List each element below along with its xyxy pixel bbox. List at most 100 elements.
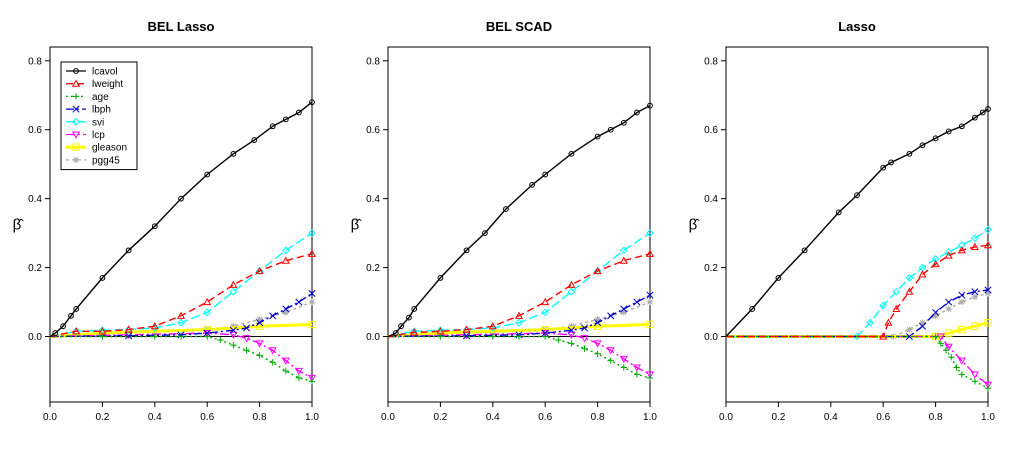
series-lbph bbox=[726, 286, 992, 341]
y-axis-label: β̂ bbox=[351, 217, 363, 234]
point-lweight-marker bbox=[879, 332, 888, 340]
point-lcavol-marker bbox=[945, 128, 952, 135]
point-svi-marker bbox=[905, 274, 914, 282]
y-tick-label: 0.0 bbox=[28, 332, 42, 343]
point-lcavol-marker bbox=[482, 230, 488, 237]
series-line-gleason bbox=[49, 323, 313, 338]
x-tick-label: 0.4 bbox=[148, 412, 162, 423]
point-svi-marker bbox=[541, 308, 550, 317]
point-lbph-marker bbox=[958, 291, 966, 299]
point-lweight-marker bbox=[567, 280, 576, 288]
point-lweight-marker bbox=[72, 327, 81, 335]
series-svi bbox=[387, 229, 654, 338]
point-age-marker bbox=[953, 364, 960, 371]
point-lbph-marker bbox=[295, 298, 303, 306]
point-lcavol-marker bbox=[151, 223, 158, 230]
point-pgg45-marker bbox=[256, 316, 263, 323]
series-lcavol bbox=[725, 106, 991, 337]
y-tick-label: 0.6 bbox=[366, 125, 380, 136]
point-age-marker bbox=[984, 385, 992, 392]
series-line-lcp bbox=[726, 335, 989, 386]
point-pgg45-marker bbox=[906, 326, 913, 333]
point-svi-marker bbox=[308, 229, 316, 238]
point-svi-marker bbox=[515, 318, 523, 327]
series-svi bbox=[49, 229, 316, 338]
point-gleason-marker bbox=[958, 325, 966, 334]
legend-marker-pgg45-marker bbox=[72, 156, 80, 164]
point-lbph-marker bbox=[308, 289, 316, 297]
point-age-marker bbox=[581, 345, 588, 352]
point-age-marker bbox=[230, 341, 237, 349]
y-axis-label: β̂ bbox=[689, 217, 701, 234]
series-line-lweight bbox=[387, 253, 651, 338]
series-line-age bbox=[388, 335, 651, 379]
point-gleason-marker bbox=[308, 320, 316, 329]
point-age-marker bbox=[269, 359, 276, 366]
series-line-svi bbox=[387, 232, 651, 338]
panel-3: Lasso β̂ 0.0 0.2 0.4 0.6 0.8 1.0 0.0 0.2 0.4 0.6 0.8 bbox=[689, 19, 996, 423]
series-age bbox=[50, 333, 316, 385]
plot-frame bbox=[49, 46, 313, 403]
point-lcavol-marker bbox=[979, 109, 986, 116]
y-tick-label: 0.2 bbox=[28, 263, 42, 274]
y-tick-label: 0.6 bbox=[28, 125, 42, 136]
series-lbph bbox=[49, 289, 316, 340]
point-lbph-marker bbox=[125, 332, 133, 340]
point-age-marker bbox=[958, 371, 965, 378]
point-lweight-marker bbox=[619, 256, 628, 264]
x-tick-label: 0.8 bbox=[929, 412, 943, 423]
point-lcavol-marker bbox=[542, 171, 549, 178]
point-lweight-marker bbox=[150, 321, 159, 330]
point-lcavol-marker bbox=[68, 312, 74, 319]
point-lcp-marker bbox=[944, 343, 953, 352]
point-lbph-marker bbox=[256, 319, 264, 327]
point-age-marker bbox=[568, 340, 575, 347]
point-lweight-marker bbox=[436, 327, 445, 335]
point-svi-marker bbox=[853, 332, 861, 341]
point-age-marker bbox=[607, 357, 614, 364]
point-svi-marker bbox=[931, 255, 940, 263]
point-lcavol-marker bbox=[437, 275, 444, 281]
point-svi-marker bbox=[281, 246, 290, 255]
point-lcavol-marker bbox=[73, 306, 80, 312]
y-tick-label: 0.8 bbox=[704, 56, 718, 67]
legend-label-gleason: gleason bbox=[92, 143, 127, 154]
legend-label-age: age bbox=[92, 92, 109, 103]
x-tick-label: 0.0 bbox=[381, 412, 395, 423]
point-lcp-marker bbox=[580, 335, 589, 343]
point-age-marker bbox=[295, 374, 303, 382]
plot-frame bbox=[725, 46, 989, 403]
point-lbph-marker bbox=[463, 332, 471, 340]
point-lcavol-marker bbox=[634, 109, 640, 116]
point-lbph-marker bbox=[580, 324, 589, 332]
legend-label-pgg45: pgg45 bbox=[92, 155, 120, 166]
point-lbph-marker bbox=[945, 298, 953, 306]
point-age-marker bbox=[489, 333, 496, 340]
x-tick-label: 0.8 bbox=[591, 412, 605, 423]
point-lweight-marker bbox=[124, 325, 133, 333]
point-lcavol-marker bbox=[296, 109, 302, 116]
point-svi-marker bbox=[177, 318, 185, 327]
point-pgg45-marker bbox=[230, 322, 237, 330]
series-lbph bbox=[387, 291, 654, 340]
legend-marker-lcavol-marker bbox=[73, 68, 79, 74]
panel-1: BEL Lasso β̂ 0.0 0.2 0.4 0.6 0.8 1.0 0.0 0.2 0.4 0.… bbox=[13, 19, 320, 423]
chart-title: BEL SCAD bbox=[486, 19, 552, 34]
x-tick-label: 1.0 bbox=[305, 412, 319, 423]
point-lcavol-marker bbox=[607, 126, 614, 133]
point-age-marker bbox=[282, 367, 289, 375]
series-lweight bbox=[49, 249, 317, 338]
legend-label-lbph: lbph bbox=[92, 105, 111, 116]
point-lcavol-marker bbox=[282, 116, 289, 123]
point-lbph-marker bbox=[269, 312, 277, 320]
point-lcp-marker bbox=[294, 367, 303, 376]
point-lweight-marker bbox=[884, 318, 893, 326]
point-lcavol-marker bbox=[406, 314, 412, 321]
legend-marker-lcp-marker bbox=[71, 131, 81, 139]
point-lcp-marker bbox=[281, 357, 290, 365]
point-lweight-marker bbox=[645, 249, 655, 257]
x-tick-label: 0.8 bbox=[253, 412, 267, 423]
series-age bbox=[388, 333, 654, 382]
point-svi-marker bbox=[866, 318, 875, 327]
